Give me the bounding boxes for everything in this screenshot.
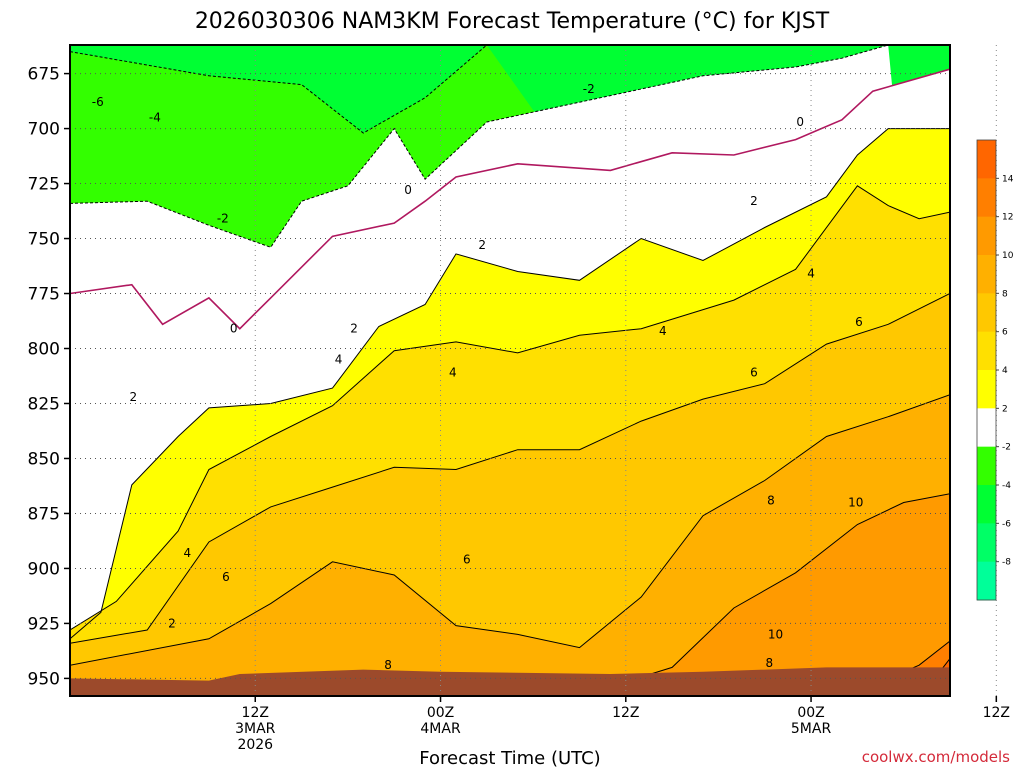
colorbar-tick-label: -2 (1002, 443, 1011, 453)
contour-label: -2 (217, 212, 229, 226)
contour-label: 2 (168, 616, 176, 630)
colorbar-bin (977, 370, 996, 409)
contour-label: 0 (404, 183, 412, 197)
colorbar-bin (977, 216, 996, 256)
y-tick-label: 875 (28, 504, 60, 524)
x-tick-label: 5MAR (791, 721, 832, 737)
contour-label: 4 (184, 546, 192, 560)
y-tick-label: 725 (28, 175, 60, 195)
contour-label: 6 (750, 366, 758, 380)
colorbar-tick-label: 6 (1002, 328, 1008, 338)
colorbar-tick-label: 10 (1002, 251, 1014, 261)
contour-label: 4 (807, 267, 815, 281)
x-tick-label: 12Z (612, 705, 639, 721)
contour-line--4 (70, 45, 488, 134)
contour-label: -2 (583, 82, 595, 96)
contour-line-6 (70, 293, 950, 644)
contour-line-0 (70, 68, 950, 330)
contour-label: 10 (768, 627, 783, 641)
contour-label: 6 (222, 570, 230, 584)
credit-text: coolwx.com/models (862, 748, 1010, 766)
colorbar-tick-label: 2 (1002, 404, 1008, 414)
colorbar-bin (977, 523, 996, 563)
contour-label: 6 (855, 315, 863, 329)
contour-line-2 (70, 128, 950, 640)
x-tick-label: 2026 (237, 737, 273, 753)
contour-label: 2 (129, 390, 137, 404)
colorbar-tick-label: 4 (1002, 366, 1008, 376)
contour-label: 2 (750, 194, 758, 208)
contour-label: 6 (463, 553, 471, 567)
y-tick-label: 950 (28, 669, 60, 689)
contour-label: 8 (767, 493, 775, 507)
colorbar-bin (977, 408, 996, 448)
colorbar-bin (977, 178, 996, 218)
colorbar: 14 12 10 8 6 4 2 -2 -4 -6 -8 (976, 139, 1014, 601)
y-tick-label: 850 (28, 449, 60, 469)
plot-frame (69, 44, 951, 697)
contour-label: 0 (230, 322, 238, 336)
contour-label: 8 (384, 658, 392, 672)
temperature-band-10 (70, 493, 950, 696)
x-tick-label: 12Z (983, 705, 1010, 721)
contour-label: 4 (335, 353, 343, 367)
colorbar-bin (977, 293, 996, 333)
y-tick-label: 675 (28, 65, 60, 85)
contour-label: 2 (478, 238, 486, 252)
y-tick-label: 825 (28, 394, 60, 414)
contour-label: 8 (766, 656, 774, 670)
colorbar-bin (977, 485, 996, 524)
colorbar-bin (977, 446, 996, 486)
colorbar-tick-label: 14 (1002, 174, 1014, 184)
colorbar-tick-label: -4 (1002, 481, 1011, 491)
contour-label: 4 (449, 366, 457, 380)
y-tick-label: 700 (28, 120, 60, 140)
plot-area (70, 45, 950, 696)
contour-label: -4 (149, 111, 161, 125)
contour-label: 10 (848, 495, 863, 509)
y-tick-label: 925 (28, 614, 60, 634)
y-tick-label: 750 (28, 230, 60, 250)
chart-title: 2026030306 NAM3KM Forecast Temperature (… (195, 9, 830, 34)
contour-line-8 (70, 394, 950, 666)
x-tick-label: 00Z (427, 705, 454, 721)
colorbar-bin (977, 140, 996, 179)
x-tick-label: 00Z (797, 705, 824, 721)
colorbar-bin (977, 255, 996, 294)
colorbar-tick-label: 8 (1002, 289, 1008, 299)
contour-label: 4 (659, 324, 667, 338)
contour-label: -6 (92, 95, 104, 109)
x-tick-label: 12Z (242, 705, 269, 721)
contour-labels: -6 -4 -2 -2 0 0 0 2 2 2 2 2 4 4 4 4 4 6 6 6 6 8 8 8 10 10 (92, 82, 864, 672)
y-tick-label: 800 (28, 340, 60, 360)
colorbar-tick-label: -8 (1002, 558, 1011, 568)
contour-line-10 (70, 493, 950, 696)
contour-line-4 (70, 185, 950, 631)
axes: 67570072575077580082585087590092595012Z3… (28, 44, 1010, 753)
colorbar-tick-label: 12 (1002, 213, 1013, 223)
x-tick-label: 4MAR (420, 721, 461, 737)
colorbar-tick-label: -6 (1002, 519, 1011, 529)
x-tick-label: 3MAR (235, 721, 276, 737)
ground-terrain (70, 667, 950, 696)
x-axis-label: Forecast Time (UTC) (419, 748, 600, 768)
y-tick-label: 900 (28, 559, 60, 579)
contour-line-12 (70, 640, 950, 696)
contour-label: 0 (796, 115, 804, 129)
y-tick-label: 775 (28, 285, 60, 305)
contour-line--2 (70, 45, 889, 248)
contour-label: 2 (350, 322, 358, 336)
colorbar-bin (977, 561, 996, 601)
colorbar-bin (977, 331, 996, 371)
